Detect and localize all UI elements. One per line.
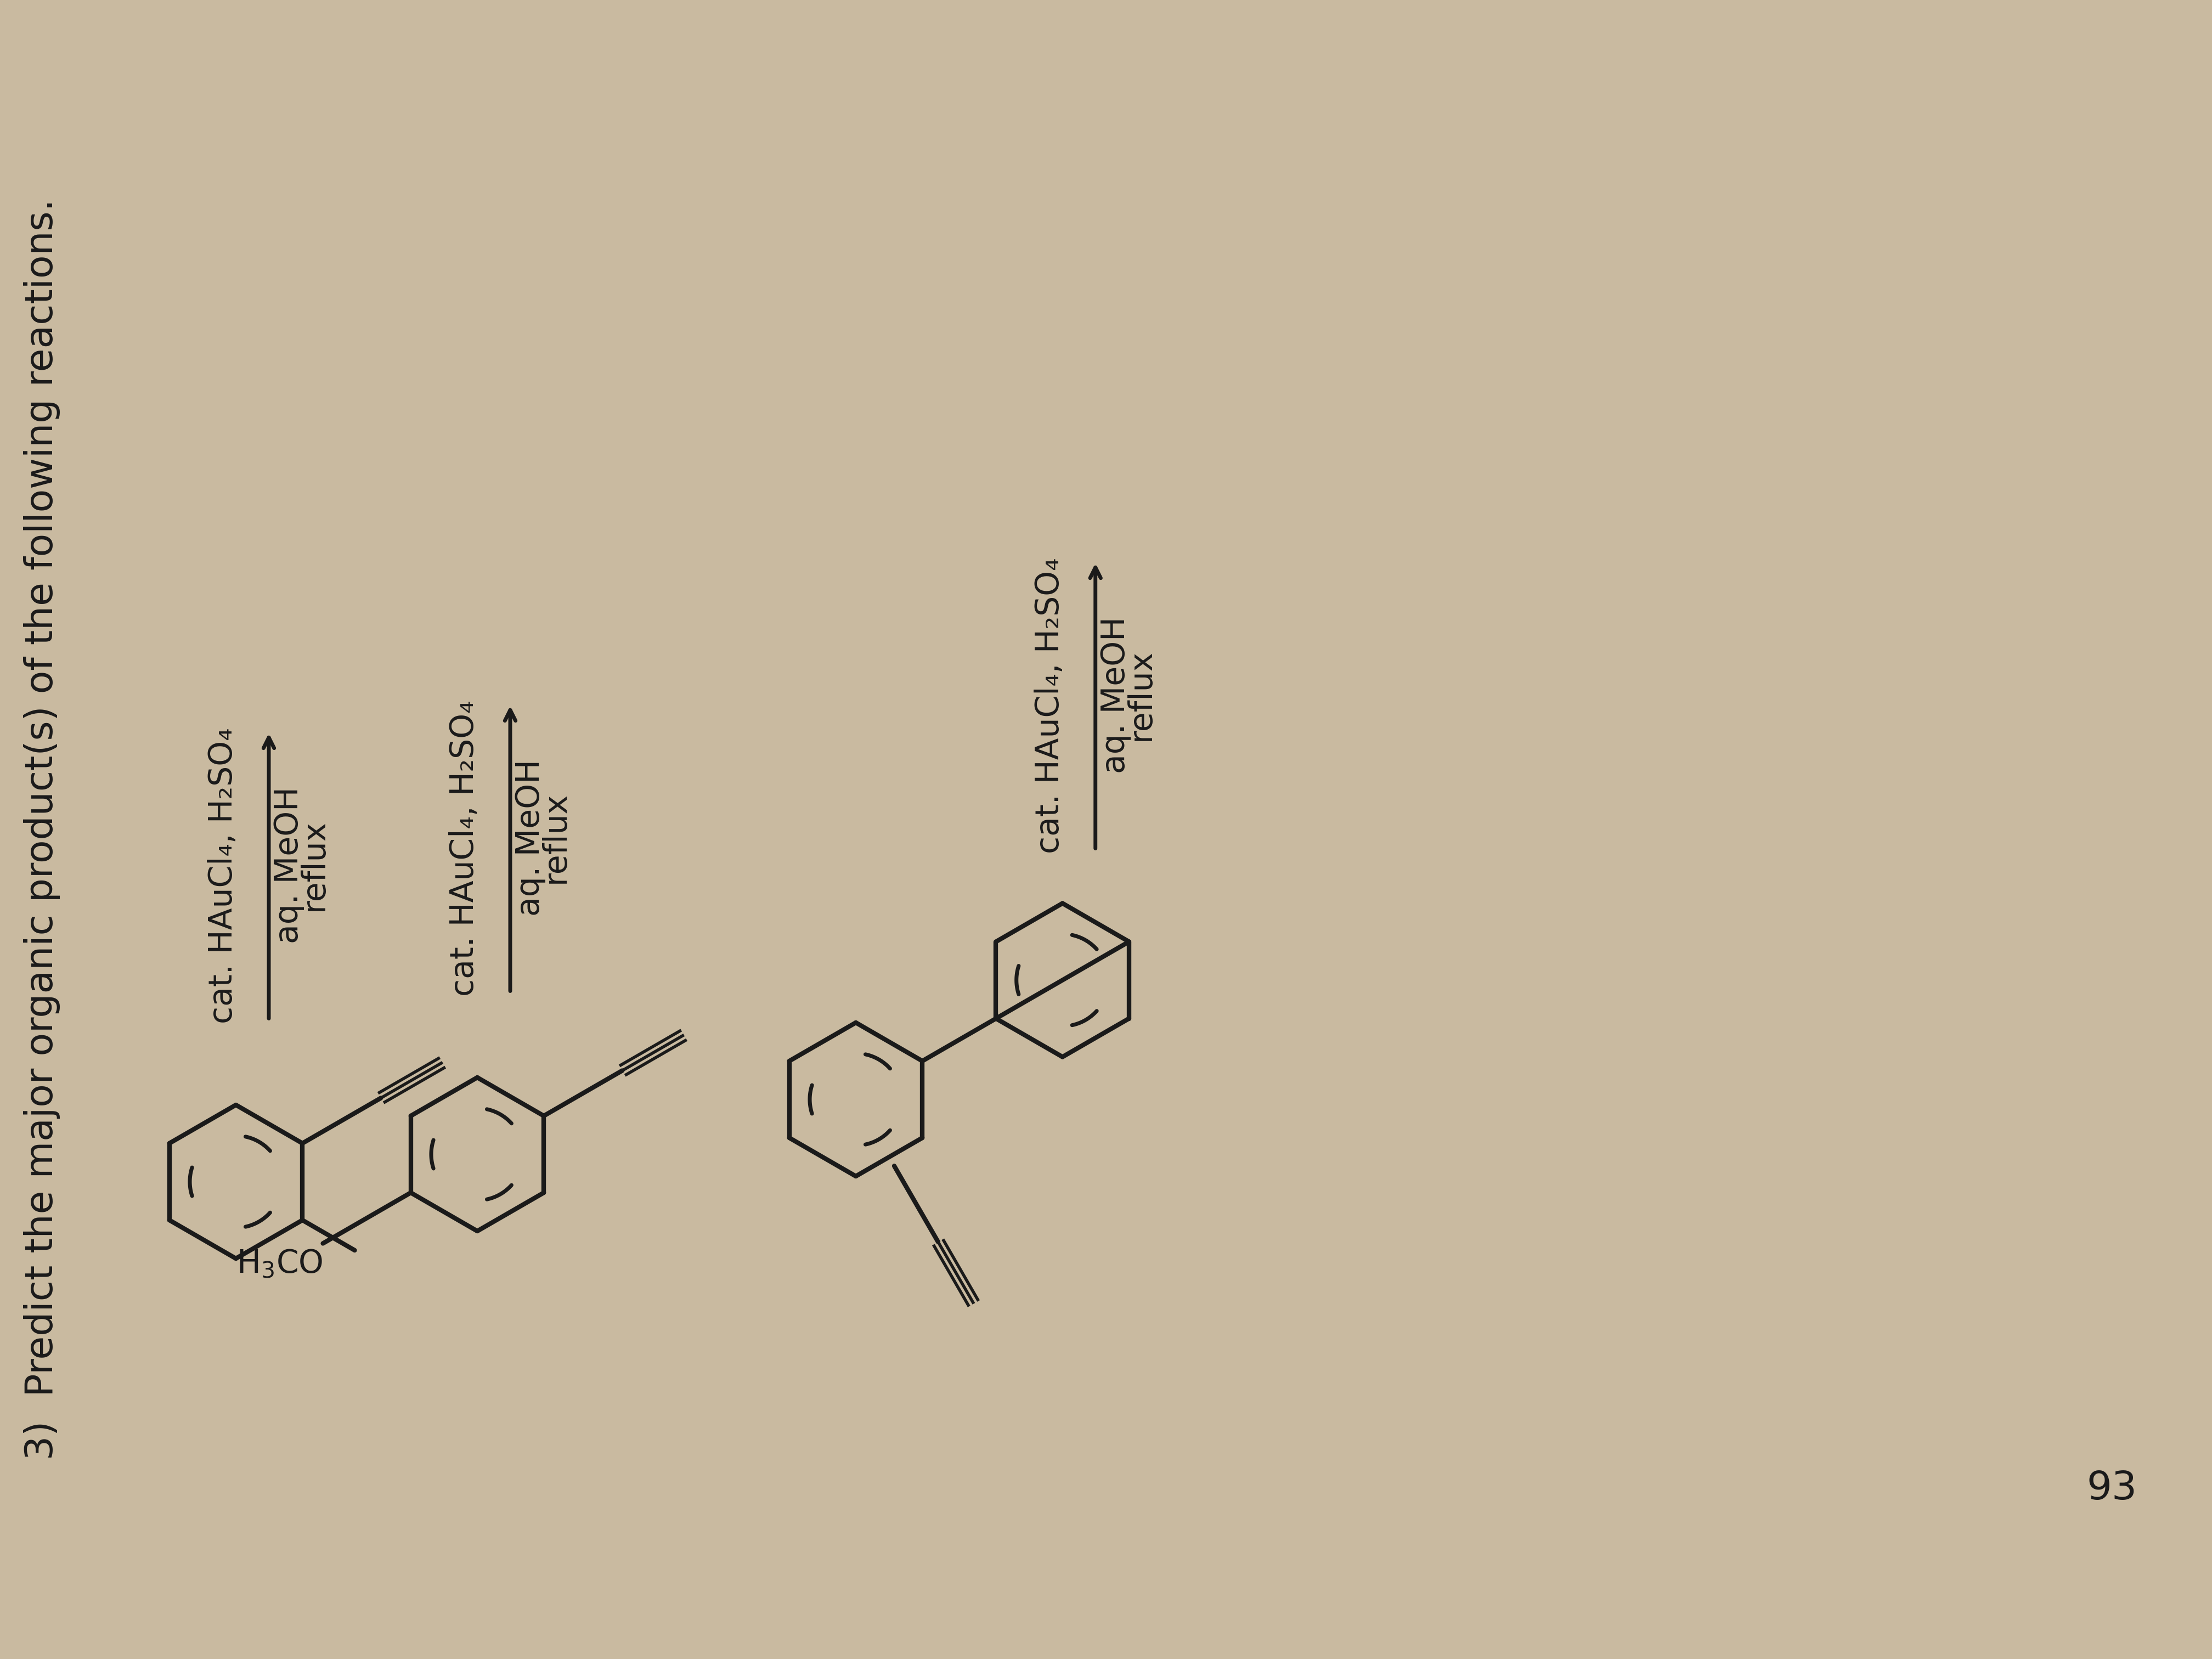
Text: aq. MeOH: aq. MeOH <box>274 786 305 944</box>
Text: reflux: reflux <box>299 820 330 911</box>
Text: 3)  Predict the major organic product(s) of the following reactions.: 3) Predict the major organic product(s) … <box>24 199 60 1460</box>
Text: 93: 93 <box>2086 1470 2137 1508</box>
Text: reflux: reflux <box>1126 649 1157 740</box>
Text: cat. HAuCl₄, H₂SO₄: cat. HAuCl₄, H₂SO₄ <box>1033 557 1066 854</box>
Text: cat. HAuCl₄, H₂SO₄: cat. HAuCl₄, H₂SO₄ <box>449 700 480 997</box>
Text: reflux: reflux <box>540 791 571 883</box>
Text: H$_3$CO: H$_3$CO <box>237 1248 323 1279</box>
Text: aq. MeOH: aq. MeOH <box>515 760 546 916</box>
Text: aq. MeOH: aq. MeOH <box>1099 617 1130 773</box>
Text: cat. HAuCl₄, H₂SO₄: cat. HAuCl₄, H₂SO₄ <box>208 728 239 1024</box>
